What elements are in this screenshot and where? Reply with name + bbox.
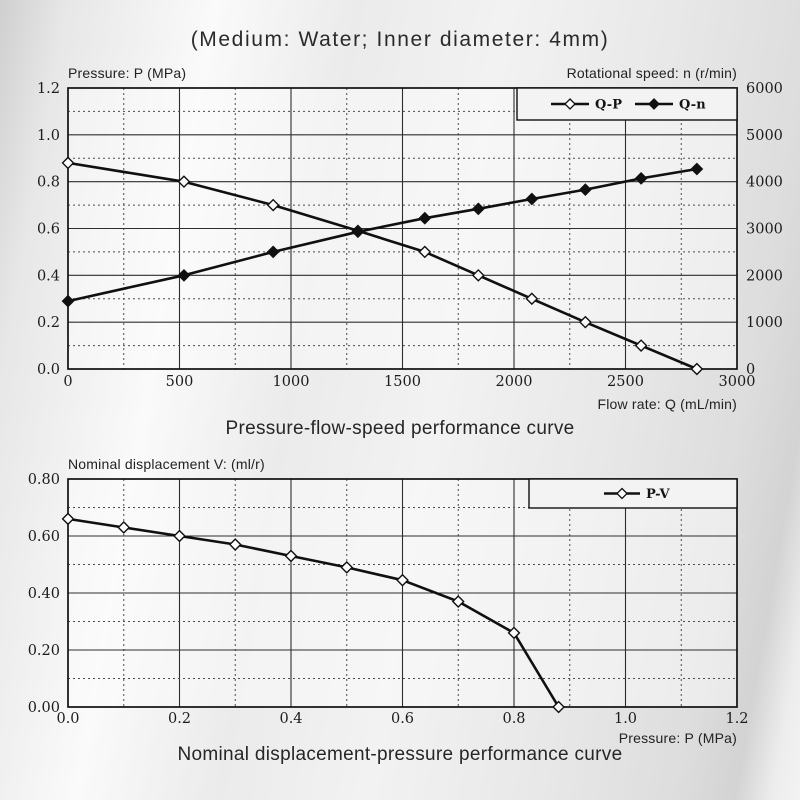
open-diamond-marker [525,292,539,306]
open-diamond-marker [471,268,485,282]
filled-diamond-marker [634,171,648,185]
y-left-tick-label: 0.4 [37,268,60,284]
chart1-caption: Pressure-flow-speed performance curve [225,418,575,439]
legend-open-diamond-icon [616,487,628,500]
x-tick-label: 2000 [496,374,533,390]
legend-label-q-n: Q-n [679,98,706,113]
x-tick-label: 0 [63,374,72,390]
y-right-tick-label: 6000 [746,81,783,97]
grid [68,479,737,707]
filled-diamond-marker [418,211,432,225]
open-diamond-marker [177,175,191,189]
x-tick-label: 0.6 [391,711,414,727]
open-diamond-marker [340,560,354,574]
chart1-left-axis-label: Pressure: P (MPa) [68,65,187,81]
chart2-left-axis-label: Nominal displacement V: (ml/r) [68,456,265,472]
open-diamond-marker [690,362,704,376]
y-right-tick-label: 2000 [746,268,783,284]
y-left-tick-label: 0.40 [28,586,60,602]
series-p-v-line [67,517,560,708]
y-left-tick-label: 0.6 [37,222,60,238]
open-diamond-marker [552,700,565,714]
tick-labels: 0.0 0.2 0.4 0.6 0.8 1.0 1.2 0.00 0.20 0.40 0.60 0.8… [28,472,749,727]
open-diamond-marker [61,512,75,526]
page-title: (Medium: Water; Inner diameter: 4mm) [190,28,610,51]
x-tick-label: 1.0 [614,711,637,727]
x-tick-label: 1500 [384,374,421,390]
legend-filled-diamond-icon [648,98,660,110]
chart2-caption: Nominal displacement-pressure performanc… [177,744,623,765]
filled-diamond-marker [61,294,75,308]
series-q-p-line [67,161,698,371]
filled-diamond-marker [177,268,191,282]
filled-diamond-marker [690,162,704,176]
open-diamond-marker [284,549,298,563]
chart1-right-axis-label: Rotational speed: n (r/min) [566,65,737,81]
tick-labels: 0 500 1000 1500 2000 2500 3000 0.0 0.2 0.4 0.6 0.8 1… [37,81,783,390]
filled-diamond-marker [578,183,592,197]
x-tick-label: 0.2 [168,711,191,727]
open-diamond-marker [634,339,648,352]
y-left-tick-label: 0.80 [28,472,60,488]
chart2-x-axis-label: Pressure: P (MPa) [618,730,737,746]
x-tick-label: 0.8 [502,711,525,727]
x-tick-label: 500 [166,374,194,390]
x-tick-label: 0.4 [279,711,302,727]
plot-frame [67,87,738,370]
y-right-tick-label: 1000 [746,315,783,331]
y-right-tick-label: 4000 [746,175,783,191]
y-left-tick-label: 0.00 [28,700,60,716]
open-diamond-marker [451,595,465,608]
open-diamond-marker [507,626,521,640]
open-diamond-marker [117,521,131,534]
legend-open-diamond-icon [564,98,576,110]
legend-label-q-p: Q-P [595,98,622,113]
open-diamond-marker [266,198,280,212]
x-tick-label: 2500 [607,374,644,390]
open-diamond-marker [396,573,409,587]
chart-1-group: 0 500 1000 1500 2000 2500 3000 0.0 0.2 0.4 0.6 0.8 1… [37,81,783,390]
y-left-tick-label: 1.0 [37,128,60,144]
y-left-tick-label: 0.8 [37,175,60,191]
y-left-tick-label: 0.2 [37,315,60,331]
chart-2-group: 0.0 0.2 0.4 0.6 0.8 1.0 1.2 0.00 0.20 0.40 0.60 0.8… [28,472,749,727]
open-diamond-marker [418,245,432,259]
y-left-tick-label: 0.20 [28,643,60,659]
filled-diamond-marker [525,192,539,206]
y-left-tick-label: 0.0 [37,362,60,378]
y-left-tick-label: 0.60 [28,529,60,545]
filled-diamond-marker [351,225,365,239]
open-diamond-marker [578,315,592,329]
y-right-tick-label: 5000 [746,128,783,144]
x-tick-label: 0.0 [56,711,79,727]
open-diamond-marker [228,538,242,551]
x-tick-label: 3000 [719,374,756,390]
chart1-x-axis-label: Flow rate: Q (mL/min) [597,396,737,412]
open-diamond-marker [61,156,75,170]
series-q-n-line [67,167,698,303]
filled-diamond-marker [266,245,280,259]
filled-diamond-marker [471,202,485,216]
x-tick-label: 1.2 [725,711,748,727]
y-right-tick-label: 0 [746,362,755,378]
y-left-tick-label: 1.2 [37,81,60,97]
plot-frame [67,478,738,708]
legend-label-p-v: P-V [646,487,671,502]
y-right-tick-label: 3000 [746,222,783,238]
open-diamond-marker [173,529,186,543]
x-tick-label: 1000 [273,374,310,390]
